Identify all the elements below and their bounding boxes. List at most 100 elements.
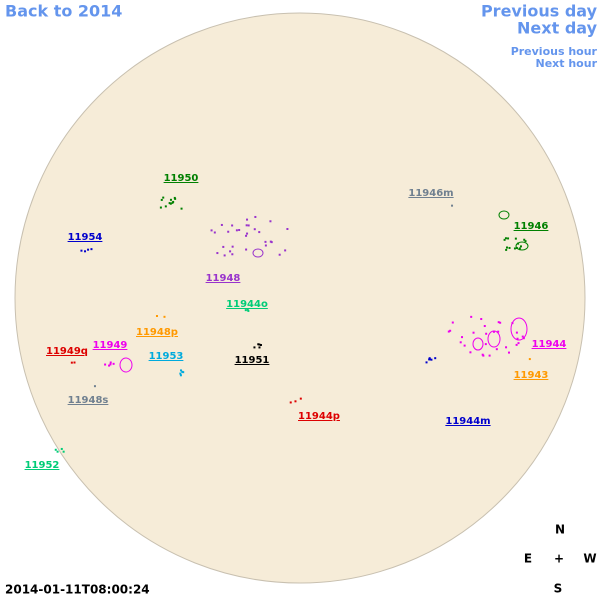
region-label[interactable]: 11943 — [514, 370, 549, 381]
spot — [213, 231, 216, 234]
region-label[interactable]: 11948p — [136, 327, 178, 338]
region-label[interactable]: 11944o — [226, 299, 268, 310]
spot — [447, 330, 450, 333]
spot — [472, 331, 475, 334]
region-label[interactable]: 11946 — [514, 221, 549, 232]
spot — [164, 205, 167, 208]
spot — [513, 247, 516, 250]
spot — [428, 358, 431, 361]
spot — [434, 357, 437, 360]
spot — [179, 374, 182, 377]
spot — [497, 330, 500, 333]
compass-west: W — [583, 552, 596, 566]
region-label[interactable]: 11953 — [149, 351, 184, 362]
spot — [245, 248, 248, 251]
region-label[interactable]: 11954 — [68, 232, 103, 243]
spot — [515, 343, 518, 346]
spot — [70, 361, 73, 364]
spot-outline — [515, 241, 529, 251]
spot — [257, 343, 260, 346]
spot — [229, 250, 232, 253]
spot — [514, 237, 517, 240]
spot — [505, 248, 508, 251]
spot — [162, 196, 165, 199]
spot — [253, 346, 256, 349]
region-label[interactable]: 11944p — [298, 411, 340, 422]
spot — [503, 238, 506, 241]
spot — [179, 372, 182, 375]
region-label[interactable]: 11951 — [235, 355, 270, 366]
spot — [269, 220, 272, 223]
spot — [451, 204, 454, 207]
spot — [246, 218, 249, 221]
spot — [160, 198, 163, 201]
spot — [294, 400, 297, 403]
previous-hour-link[interactable]: Previous hour — [511, 45, 598, 58]
spot — [485, 332, 488, 335]
spot — [231, 224, 234, 227]
spot — [254, 215, 257, 218]
spot — [227, 230, 230, 233]
spot-outline — [510, 317, 528, 341]
region-label[interactable]: 11944m — [445, 416, 490, 427]
next-hour-link[interactable]: Next hour — [536, 57, 598, 70]
region-label[interactable]: 11950 — [164, 173, 199, 184]
spot — [258, 343, 261, 346]
spot — [507, 351, 510, 354]
region-label[interactable]: 11948s — [68, 395, 109, 406]
spot-outline — [472, 337, 484, 351]
back-link[interactable]: Back to 2014 — [5, 2, 122, 21]
region-label[interactable]: 11946m — [408, 188, 453, 199]
spot — [484, 343, 487, 346]
spot — [286, 227, 289, 230]
spot — [528, 358, 531, 361]
spot — [278, 253, 281, 256]
spot — [216, 252, 219, 255]
spot — [104, 363, 107, 366]
spot — [524, 240, 527, 243]
spot — [517, 342, 520, 345]
spot — [299, 397, 302, 400]
spot — [508, 246, 511, 249]
spot — [499, 321, 502, 324]
spot-outline — [487, 330, 501, 348]
spot — [231, 245, 234, 248]
region-label[interactable]: 11944 — [532, 339, 567, 350]
spot-outline — [252, 248, 264, 258]
spot — [222, 245, 225, 248]
spot — [247, 309, 250, 312]
region-label[interactable]: 11952 — [25, 460, 60, 471]
spot — [247, 224, 250, 227]
spot — [523, 238, 526, 241]
spot — [245, 234, 248, 237]
spot — [231, 253, 234, 256]
spot — [480, 318, 483, 321]
previous-day-link[interactable]: Previous day — [481, 2, 598, 21]
spot — [246, 308, 249, 311]
spot — [482, 354, 485, 357]
next-day-link[interactable]: Next day — [517, 19, 598, 38]
compass-center: + — [554, 552, 564, 566]
spot — [246, 232, 249, 235]
spot — [112, 362, 115, 365]
spot — [504, 237, 507, 240]
spot — [62, 450, 65, 453]
spot — [220, 223, 223, 226]
spot-outline — [119, 357, 133, 373]
spot — [430, 358, 433, 361]
spot — [181, 370, 184, 373]
region-label[interactable]: 11948 — [206, 273, 241, 284]
spot — [521, 335, 524, 338]
region-label[interactable]: 11949 — [93, 340, 128, 351]
spot — [264, 240, 267, 243]
spot — [284, 249, 287, 252]
region-label[interactable]: 11949q — [46, 346, 88, 357]
spot — [425, 361, 428, 364]
spot — [470, 315, 473, 318]
spot — [516, 337, 519, 340]
spot — [210, 229, 213, 232]
spot — [258, 346, 261, 349]
spot — [238, 229, 241, 232]
spot — [259, 343, 262, 346]
